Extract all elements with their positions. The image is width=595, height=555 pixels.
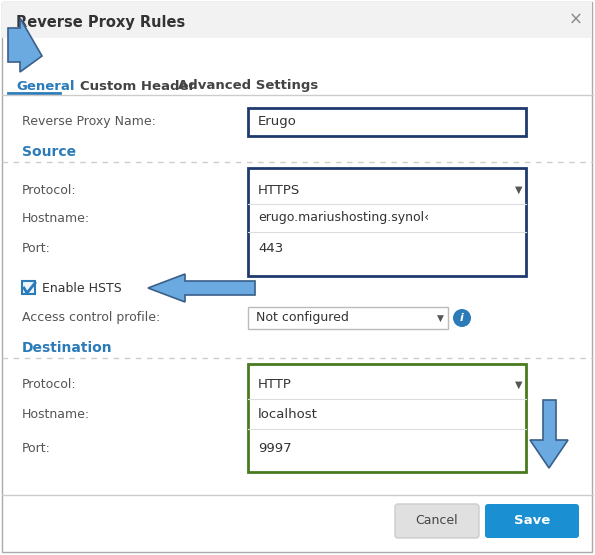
Text: i: i	[460, 313, 464, 323]
Text: Reverse Proxy Name:: Reverse Proxy Name:	[22, 115, 156, 129]
Text: ▼: ▼	[515, 380, 522, 390]
Text: Hostname:: Hostname:	[22, 408, 90, 421]
Text: Enable HSTS: Enable HSTS	[42, 281, 122, 295]
Polygon shape	[148, 274, 255, 302]
Polygon shape	[8, 18, 42, 72]
Text: Port:: Port:	[22, 241, 51, 255]
Text: localhost: localhost	[258, 408, 318, 421]
Polygon shape	[530, 400, 568, 468]
Text: Access control profile:: Access control profile:	[22, 311, 160, 325]
Text: Cancel: Cancel	[416, 514, 458, 527]
Text: ▼: ▼	[437, 314, 444, 322]
FancyBboxPatch shape	[485, 504, 579, 538]
Text: Protocol:: Protocol:	[22, 184, 77, 196]
Text: Erugo: Erugo	[258, 115, 297, 129]
FancyBboxPatch shape	[248, 307, 448, 329]
Text: Reverse Proxy Rules: Reverse Proxy Rules	[16, 14, 185, 29]
FancyBboxPatch shape	[248, 108, 526, 136]
Text: HTTP: HTTP	[258, 379, 292, 391]
Text: HTTPS: HTTPS	[258, 184, 300, 196]
Text: Destination: Destination	[22, 341, 112, 355]
Text: General: General	[16, 79, 74, 93]
Text: ▼: ▼	[515, 185, 522, 195]
Text: 443: 443	[258, 241, 283, 255]
Text: Source: Source	[22, 145, 76, 159]
FancyBboxPatch shape	[248, 168, 526, 276]
Text: Not configured: Not configured	[256, 311, 349, 325]
Text: Advanced Settings: Advanced Settings	[178, 79, 318, 93]
Text: Custom Header: Custom Header	[80, 79, 195, 93]
Text: ×: ×	[569, 11, 583, 29]
Text: Protocol:: Protocol:	[22, 379, 77, 391]
FancyBboxPatch shape	[2, 2, 592, 38]
Text: Save: Save	[514, 514, 550, 527]
Text: Port:: Port:	[22, 441, 51, 455]
FancyBboxPatch shape	[395, 504, 479, 538]
Text: 9997: 9997	[258, 441, 292, 455]
Circle shape	[453, 309, 471, 327]
Text: Hostname:: Hostname:	[22, 211, 90, 225]
FancyBboxPatch shape	[22, 281, 35, 294]
Text: erugo.mariushosting.synol‹: erugo.mariushosting.synol‹	[258, 211, 429, 225]
FancyBboxPatch shape	[248, 364, 526, 472]
